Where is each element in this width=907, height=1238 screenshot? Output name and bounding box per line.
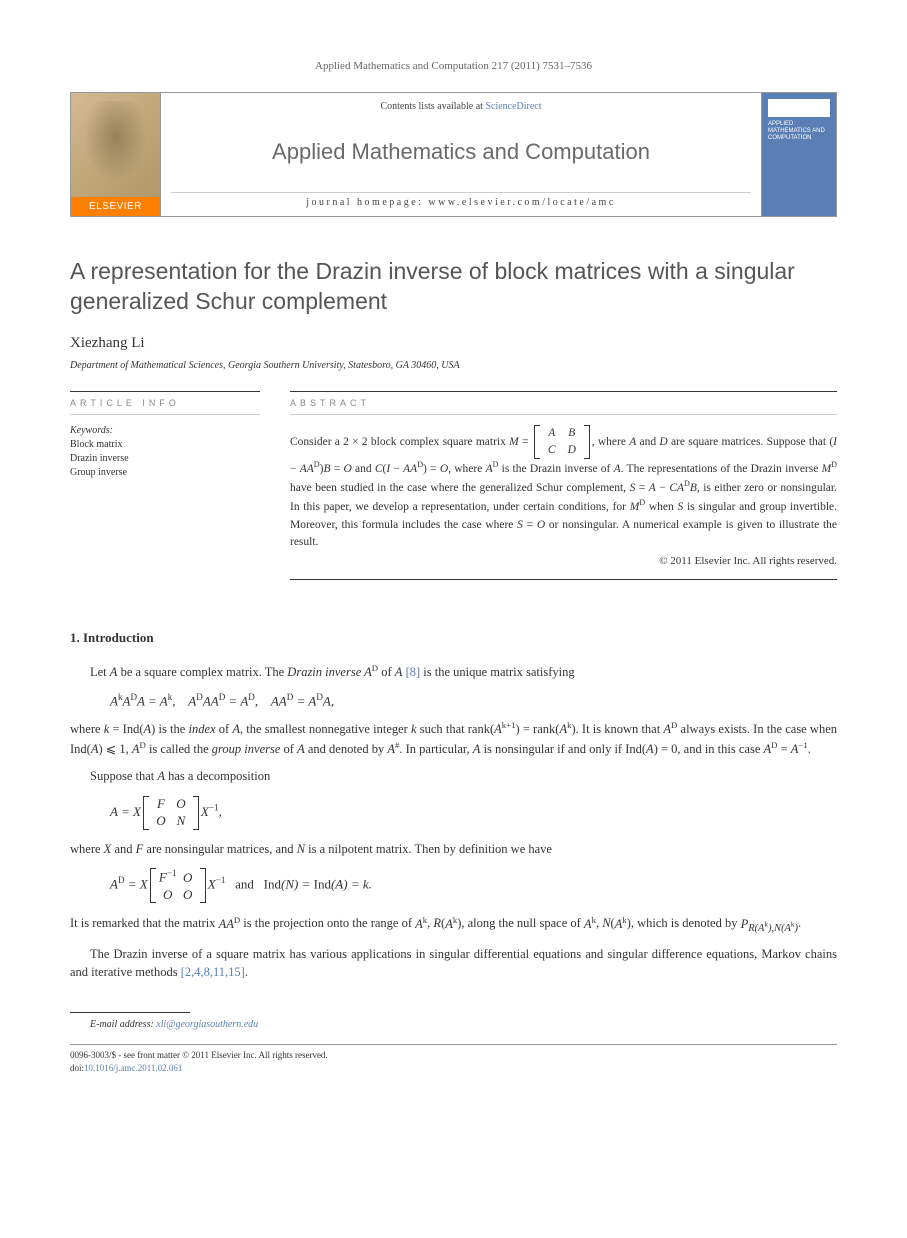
author-affiliation: Department of Mathematical Sciences, Geo… xyxy=(70,360,837,371)
publisher-name: ELSEVIER xyxy=(71,197,160,216)
doi-line: doi:10.1016/j.amc.2011.02.061 xyxy=(70,1062,837,1075)
journal-cover-thumbnail: APPLIED MATHEMATICS AND COMPUTATION xyxy=(761,93,836,216)
body-paragraph: where k = Ind(A) is the index of A, the … xyxy=(70,719,837,759)
header-center: Contents lists available at ScienceDirec… xyxy=(161,93,761,216)
citation-link[interactable]: [2,4,8,11,15] xyxy=(181,965,245,979)
cover-thumb-title: APPLIED MATHEMATICS AND COMPUTATION xyxy=(768,121,830,143)
footer-separator xyxy=(70,1012,190,1013)
abstract-bottom-rule xyxy=(290,579,837,580)
journal-title: Applied Mathematics and Computation xyxy=(161,139,761,165)
article-title: A representation for the Drazin inverse … xyxy=(70,257,837,317)
body-paragraph: Let A be a square complex matrix. The Dr… xyxy=(70,662,837,682)
equation-display: A = XFOONX−1, xyxy=(110,796,837,830)
doi-label: doi: xyxy=(70,1063,84,1073)
journal-reference: Applied Mathematics and Computation 217 … xyxy=(70,60,837,72)
keyword: Block matrix xyxy=(70,438,260,452)
abstract-text: Consider a 2 × 2 block complex square ma… xyxy=(290,425,837,551)
cover-thumb-header xyxy=(768,99,830,117)
info-abstract-row: ARTICLE INFO Keywords: Block matrix Draz… xyxy=(70,391,837,580)
corresponding-email: E-mail address: xli@georgiasouthern.edu xyxy=(70,1019,837,1030)
abstract-label: ABSTRACT xyxy=(290,391,837,415)
doi-link[interactable]: 10.1016/j.amc.2011.02.061 xyxy=(84,1063,182,1073)
contents-available: Contents lists available at ScienceDirec… xyxy=(161,101,761,112)
journal-homepage: journal homepage: www.elsevier.com/locat… xyxy=(171,192,751,208)
equation-display: AD = XF−1OOOX−1 and Ind(N) = Ind(A) = k. xyxy=(110,868,837,903)
citation-link[interactable]: [8] xyxy=(406,665,421,679)
abstract-copyright: © 2011 Elsevier Inc. All rights reserved… xyxy=(290,555,837,567)
issn-copyright: 0096-3003/$ - see front matter © 2011 El… xyxy=(70,1049,837,1062)
sciencedirect-link[interactable]: ScienceDirect xyxy=(485,101,541,112)
email-link[interactable]: xli@georgiasouthern.edu xyxy=(156,1019,258,1030)
body-paragraph: where X and F are nonsingular matrices, … xyxy=(70,840,837,859)
section-1-title: 1. Introduction xyxy=(70,630,837,646)
keywords-label: Keywords: xyxy=(70,425,260,436)
abstract-column: ABSTRACT Consider a 2 × 2 block complex … xyxy=(290,391,837,580)
body-paragraph: It is remarked that the matrix AAD is th… xyxy=(70,913,837,936)
journal-header: ELSEVIER Contents lists available at Sci… xyxy=(70,92,837,217)
footer-block: 0096-3003/$ - see front matter © 2011 El… xyxy=(70,1044,837,1074)
contents-prefix: Contents lists available at xyxy=(380,101,485,112)
keyword: Drazin inverse xyxy=(70,452,260,466)
elsevier-tree-icon xyxy=(71,93,160,197)
body-paragraph: The Drazin inverse of a square matrix ha… xyxy=(70,945,837,983)
article-info-label: ARTICLE INFO xyxy=(70,391,260,415)
author-name: Xiezhang Li xyxy=(70,335,837,352)
publisher-logo-box: ELSEVIER xyxy=(71,93,161,216)
body-paragraph: Suppose that A has a decomposition xyxy=(70,767,837,786)
article-info-column: ARTICLE INFO Keywords: Block matrix Draz… xyxy=(70,391,260,580)
equation-display: AkADA = Ak, ADAAD = AD, AAD = ADA, xyxy=(110,692,837,709)
keyword: Group inverse xyxy=(70,466,260,480)
email-label: E-mail address: xyxy=(90,1019,156,1030)
